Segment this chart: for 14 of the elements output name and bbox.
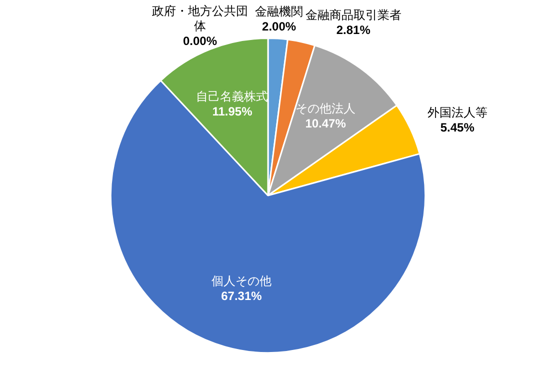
- slice-label: 自己名義株式: [196, 90, 268, 104]
- slice-label: 金融商品取引業者: [305, 8, 402, 22]
- text: 0.00%: [182, 34, 218, 48]
- slice-label: 外国法人等: [427, 105, 488, 120]
- slice-label: その他法人: [296, 102, 356, 116]
- data-label: 11.95%: [212, 104, 253, 119]
- slice-label: 個人その他: [211, 274, 272, 288]
- data-label: 5.45%: [440, 120, 475, 134]
- slice-label: 金融機関: [255, 4, 304, 19]
- data-label: 67.31%: [221, 289, 262, 304]
- data-label: 10.47%: [305, 116, 346, 131]
- data-label: 2.00%: [262, 20, 296, 34]
- data-label: 2.81%: [336, 23, 371, 38]
- category-label: 政府・地方公共団体: [152, 4, 248, 33]
